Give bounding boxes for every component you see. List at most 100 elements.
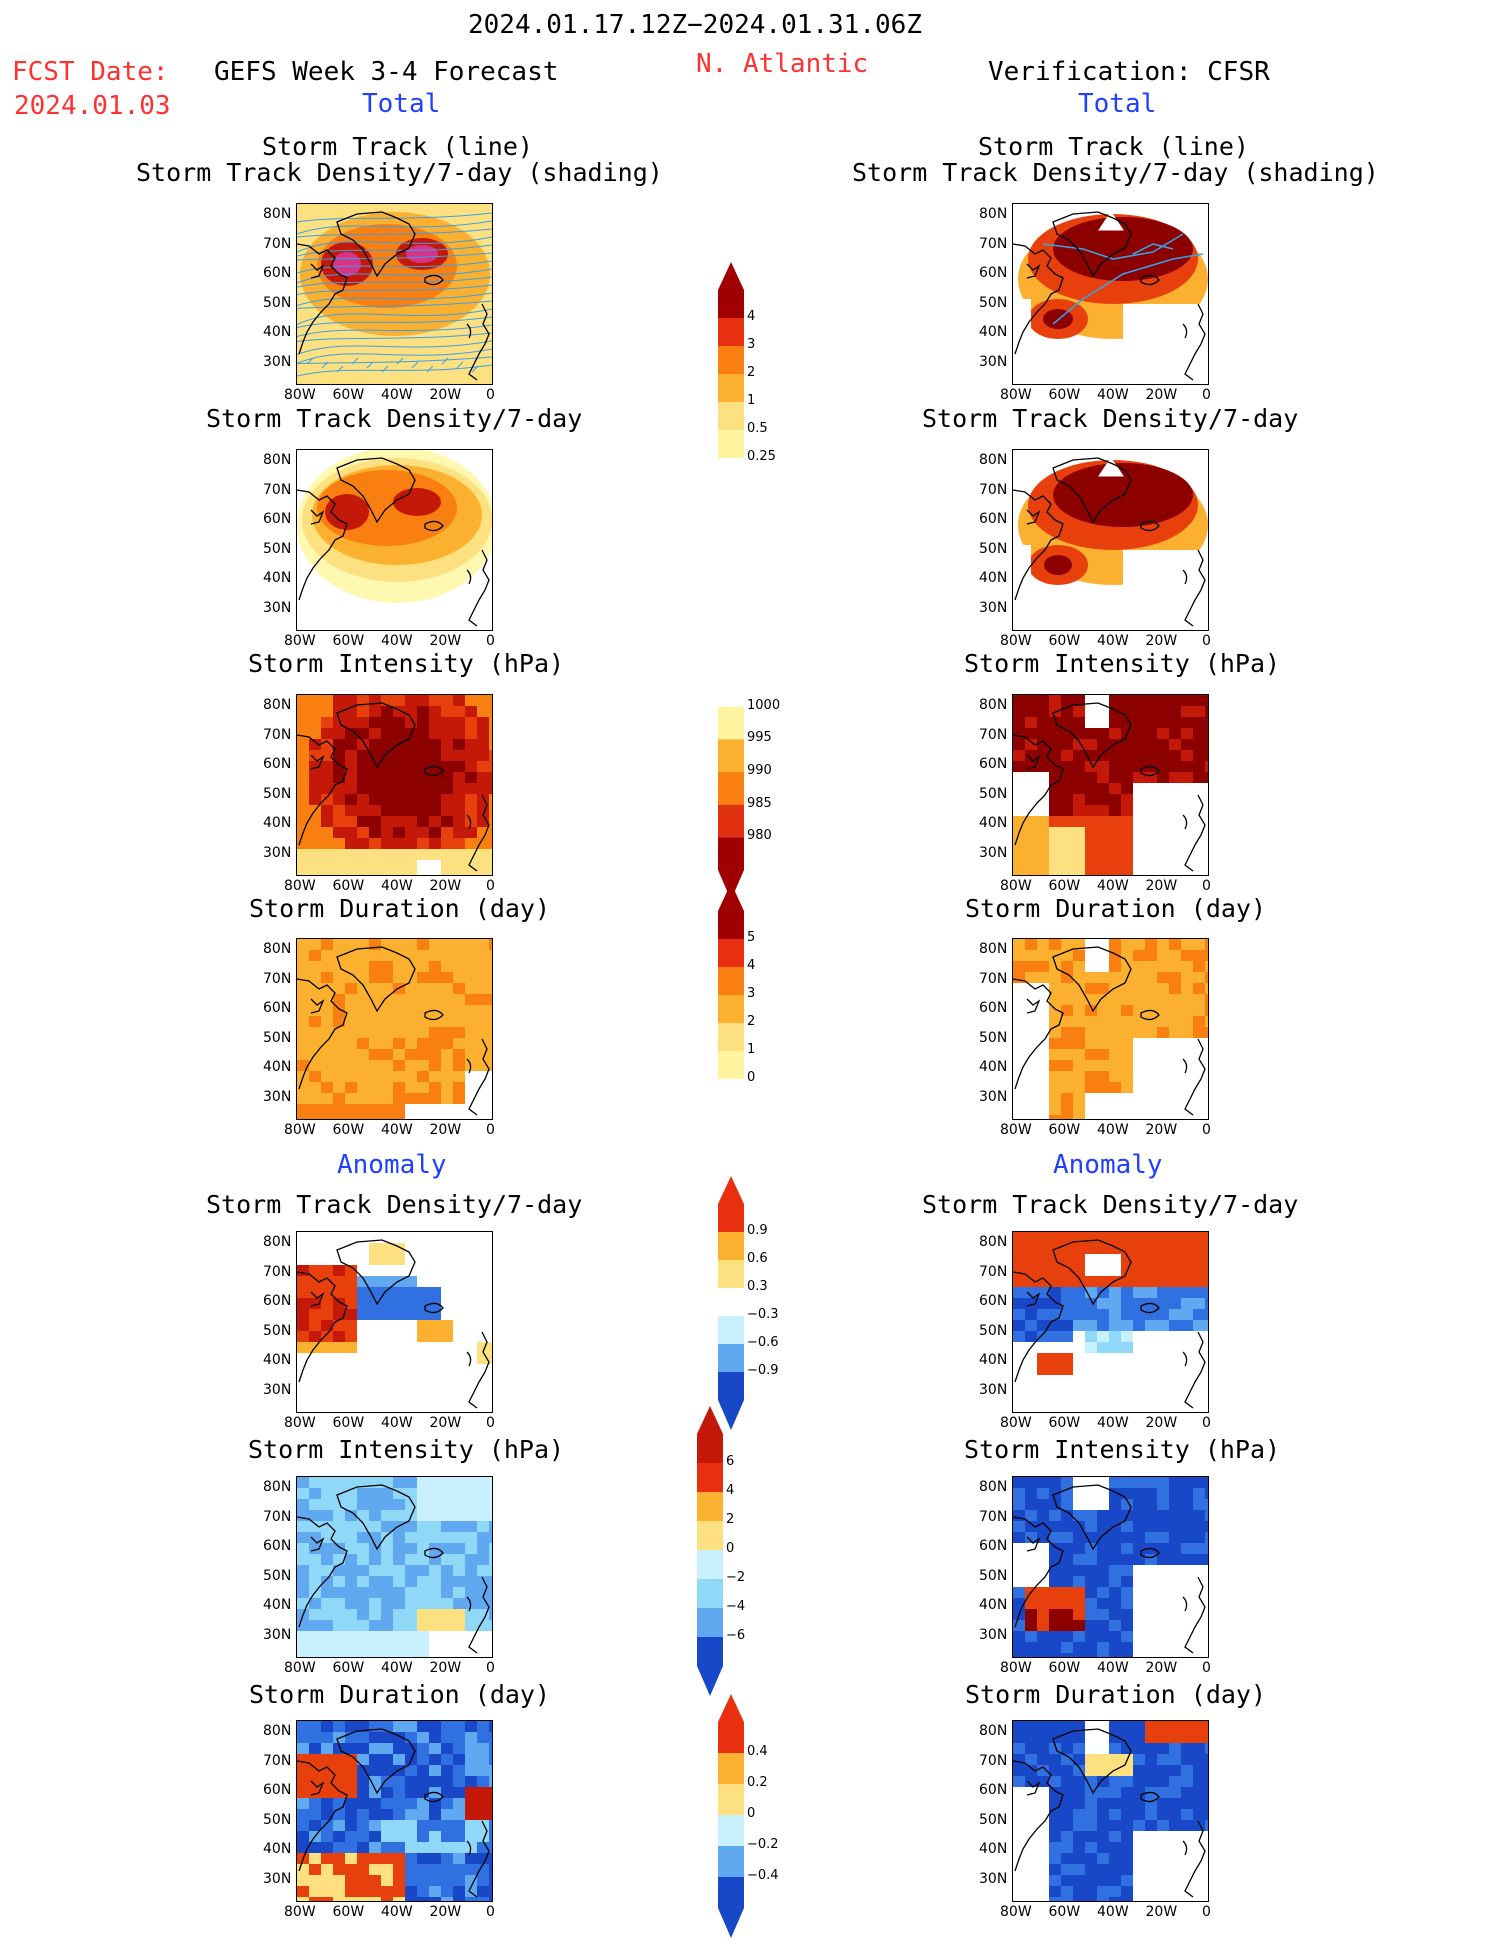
lat-tick-label: 30N	[979, 1626, 1008, 1643]
lon-tick-label: 60W	[1048, 633, 1081, 649]
lon-tick-label: 20W	[429, 387, 462, 403]
lat-tick-label: 60N	[979, 1782, 1008, 1798]
lat-tick-label: 30N	[979, 599, 1008, 616]
lon-tick-label: 60W	[332, 633, 365, 649]
lat-tick-label: 50N	[263, 1811, 292, 1828]
lat-tick-label: 70N	[979, 481, 1008, 498]
map-left-density-total	[296, 449, 493, 631]
lat-tick-label: 70N	[979, 1508, 1008, 1525]
colorbar-tick-label: 0	[747, 1806, 756, 1821]
fcst-date-label: FCST Date:	[12, 57, 169, 87]
lat-tick-label: 60N	[263, 1293, 292, 1309]
lat-tick-label: 60N	[263, 1538, 292, 1554]
lat-tick-label: 50N	[979, 1811, 1008, 1828]
colorbar-tick-label: 0.2	[747, 1775, 768, 1790]
lat-tick-label: 60N	[263, 511, 292, 527]
lat-tick-label: 40N	[979, 1059, 1008, 1075]
lat-tick-label: 80N	[263, 941, 292, 957]
lon-tick-label: 40W	[381, 1660, 413, 1676]
lat-tick-label: 80N	[979, 206, 1008, 222]
lat-tick-label: 60N	[979, 756, 1008, 772]
colorbar-duration-total: 5 4 3 2 1 0	[717, 883, 755, 1143]
lat-tick-label: 60N	[263, 1782, 292, 1798]
anomaly-label-left: Anomaly	[337, 1150, 447, 1180]
left-duration-anom-title: Storm Duration (day)	[249, 1680, 551, 1709]
lon-tick-label: 0	[486, 387, 495, 403]
lon-tick-label: 80W	[284, 387, 316, 403]
lon-tick-label: 60W	[332, 1122, 365, 1138]
lat-tick-label: 50N	[979, 1029, 1008, 1046]
colorbar-tick-label: 0.9	[747, 1223, 768, 1238]
colorbar-tick-label: 2	[747, 1014, 756, 1029]
lat-tick-label: 50N	[979, 294, 1008, 311]
lat-tick-label: 30N	[263, 353, 292, 370]
colorbar-tick-label: 1	[747, 1042, 756, 1057]
lon-tick-label: 0	[486, 1904, 495, 1920]
lat-tick-label: 50N	[979, 1322, 1008, 1339]
lat-tick-label: 60N	[979, 265, 1008, 281]
lon-tick-label: 80W	[284, 1122, 316, 1138]
map-right-density-total	[1012, 449, 1209, 631]
colorbar-tick-label: 6	[726, 1454, 735, 1469]
lon-tick-label: 0	[1202, 387, 1211, 403]
map-right-intensity-anom	[1012, 1476, 1209, 1658]
colorbar-tick-label: −0.3	[747, 1307, 779, 1322]
colorbar-tick-label: 2	[726, 1512, 735, 1527]
lat-tick-label: 40N	[263, 324, 292, 340]
lat-tick-label: 30N	[979, 844, 1008, 861]
date-range: 2024.01.17.12Z−2024.01.31.06Z	[468, 10, 922, 40]
colorbar-tick-label: 3	[747, 986, 756, 1001]
lat-tick-label: 30N	[263, 1870, 292, 1887]
lon-tick-label: 80W	[284, 1415, 316, 1431]
map-left-density-anom	[296, 1231, 493, 1413]
lat-tick-label: 30N	[979, 1088, 1008, 1105]
lon-tick-label: 60W	[1048, 878, 1081, 894]
lat-tick-label: 80N	[263, 206, 292, 222]
lon-tick-label: 60W	[1048, 387, 1081, 403]
lon-tick-label: 0	[486, 633, 495, 649]
region-label: N. Atlantic	[696, 49, 869, 79]
lon-tick-label: 60W	[1048, 1122, 1081, 1138]
lon-tick-label: 40W	[1097, 387, 1129, 403]
map-right-duration-anom	[1012, 1720, 1209, 1902]
lon-tick-label: 80W	[1000, 1904, 1032, 1920]
lon-tick-label: 40W	[1097, 1122, 1129, 1138]
colorbar-tick-label: 980	[747, 828, 772, 844]
lat-tick-label: 60N	[979, 1000, 1008, 1016]
lon-tick-label: 80W	[1000, 387, 1032, 403]
colorbar-tick-label: 985	[747, 795, 772, 811]
lat-tick-label: 40N	[979, 1352, 1008, 1368]
colorbar-tick-label: 0.5	[747, 421, 768, 436]
lon-tick-label: 0	[486, 1660, 495, 1676]
forecast-title: GEFS Week 3-4 Forecast	[214, 57, 559, 87]
lat-tick-label: 80N	[979, 941, 1008, 957]
map-left-intensity-total	[296, 694, 493, 876]
lon-tick-label: 40W	[381, 1904, 413, 1920]
lon-tick-label: 20W	[429, 633, 462, 649]
right-intensity-title: Storm Intensity (hPa)	[964, 649, 1281, 678]
colorbar-tick-label: 995	[747, 730, 772, 746]
left-track-title-1: Storm Track (line)	[262, 132, 533, 161]
map-right-intensity-total	[1012, 694, 1209, 876]
lat-tick-label: 80N	[263, 697, 292, 713]
lat-tick-label: 40N	[979, 324, 1008, 340]
right-density-title: Storm Track Density/7-day	[922, 404, 1299, 433]
lon-tick-label: 40W	[381, 1122, 413, 1138]
lon-tick-label: 0	[486, 1415, 495, 1431]
lat-tick-label: 40N	[979, 1841, 1008, 1857]
lon-tick-label: 40W	[1097, 878, 1129, 894]
colorbar-tick-label: −2	[726, 1570, 746, 1585]
lat-tick-label: 70N	[979, 1263, 1008, 1280]
map-right-duration-total	[1012, 938, 1209, 1120]
lat-tick-label: 70N	[263, 970, 292, 987]
lon-tick-label: 0	[1202, 1122, 1211, 1138]
lat-tick-label: 70N	[263, 1508, 292, 1525]
colorbar-density-anom: 0.9 0.6 0.3 −0.3 −0.6 −0.9	[717, 1176, 779, 1436]
right-density-anom-title: Storm Track Density/7-day	[922, 1190, 1299, 1219]
colorbar-intensity-total: 1000 995 990 985 980	[717, 646, 780, 906]
lon-tick-label: 60W	[332, 387, 365, 403]
lon-tick-label: 20W	[429, 1122, 462, 1138]
lon-tick-label: 60W	[1048, 1415, 1081, 1431]
lon-tick-label: 40W	[381, 1415, 413, 1431]
lon-tick-label: 80W	[1000, 878, 1032, 894]
